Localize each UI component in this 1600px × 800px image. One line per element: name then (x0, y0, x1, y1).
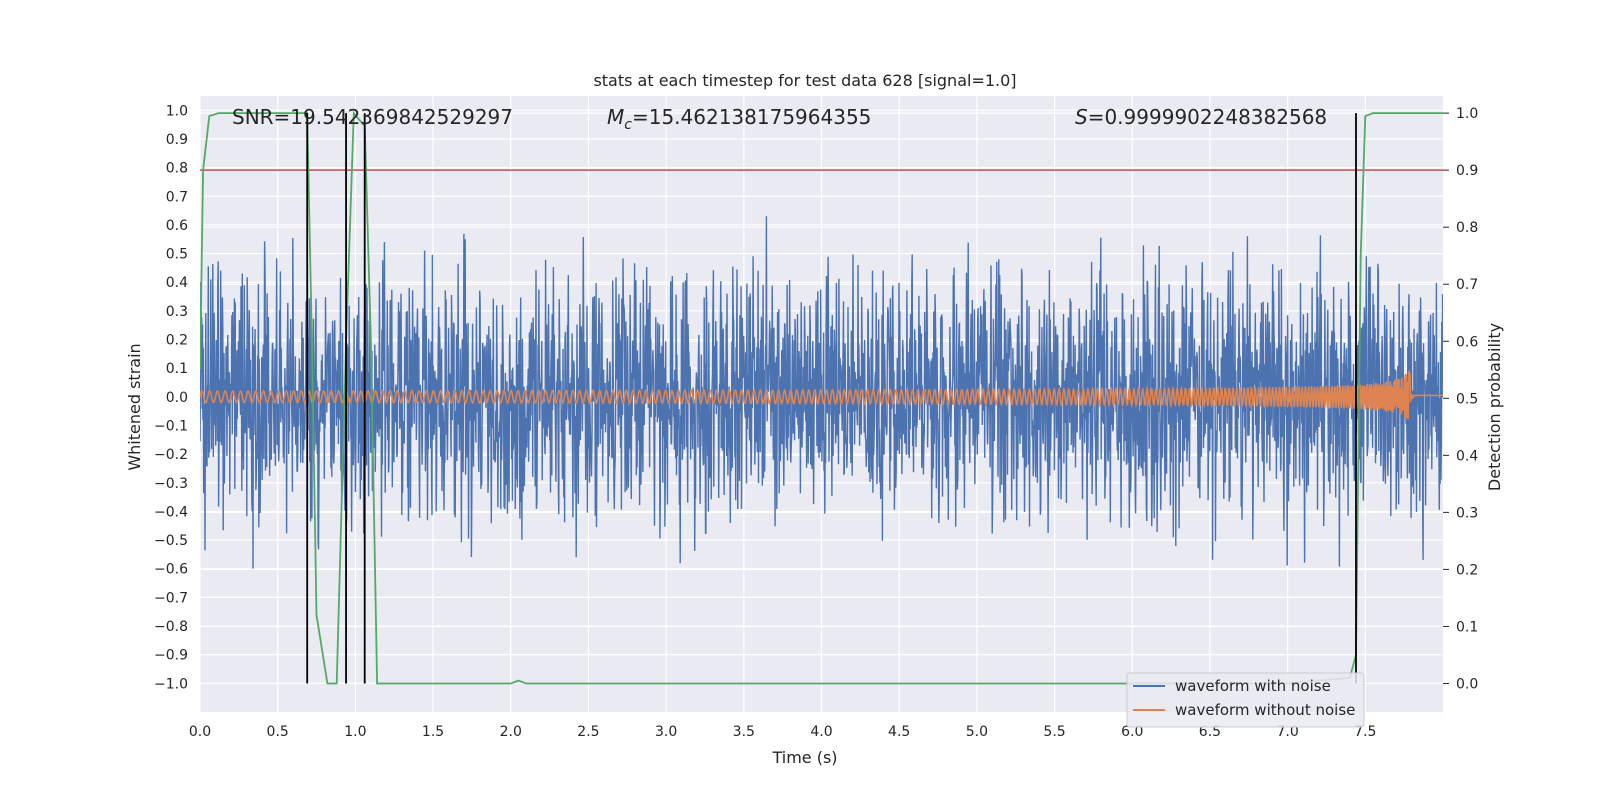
y-tick-label: −0.3 (154, 476, 188, 492)
vertical-lines (306, 113, 1357, 684)
x-tick-label: 6.5 (1199, 724, 1221, 740)
y-tick-label: 0.3 (166, 304, 188, 320)
y-tick-label: 0.1 (166, 361, 188, 377)
x-tick-label: 3.0 (655, 724, 677, 740)
chirp-mass-symbol: M (607, 105, 624, 129)
x-tick-label: 3.5 (733, 724, 755, 740)
y-tick-label: 0.6 (166, 218, 188, 234)
chirp-mass-annotation: Mc=15.462138175964355 (607, 105, 871, 133)
y-right-tick-label: 0.7 (1456, 277, 1478, 293)
y-tick-label: 0.5 (166, 247, 188, 263)
y-tick-label: 0.2 (166, 333, 188, 349)
x-tick-label: 4.0 (810, 724, 832, 740)
legend-box (1126, 672, 1365, 728)
x-tick-label: 4.5 (888, 724, 910, 740)
y-tick-label: −0.9 (154, 648, 188, 664)
y-tick-label: 0.0 (166, 390, 188, 406)
x-tick-label: 0.0 (189, 724, 211, 740)
x-tick-label: 2.5 (577, 724, 599, 740)
chirp-mass-value: =15.462138175964355 (632, 105, 871, 129)
y-right-tick-label: 0.9 (1456, 163, 1478, 179)
x-tick-label: 6.0 (1121, 724, 1143, 740)
ticks: 0.0 0.5 1.0 1.5 2.0 2.5 3.0 3.5 4.0 4.5 5.0 5.5 6.0 6… (154, 103, 1478, 740)
x-tick-label: 2.0 (500, 724, 522, 740)
y-tick-label: −0.2 (154, 447, 188, 463)
x-tick-label: 1.0 (344, 724, 366, 740)
y-tick-label: −0.5 (154, 533, 188, 549)
score-symbol: S (1075, 105, 1088, 129)
y-tick-label: −0.7 (154, 590, 188, 606)
y-right-tick-label: 0.5 (1456, 391, 1478, 407)
x-tick-label: 7.0 (1276, 724, 1298, 740)
y-tick-label: 1.0 (166, 103, 188, 119)
y-tick-label: −0.4 (154, 504, 188, 520)
y-right-tick-label: 0.2 (1456, 562, 1478, 578)
y-tick-label: 0.9 (166, 132, 188, 148)
legend: waveform with noise waveform without noi… (1126, 672, 1365, 728)
y-tick-label: 0.7 (166, 189, 188, 205)
y-tick-label: −1.0 (154, 676, 188, 692)
y-right-tick-label: 0.6 (1456, 334, 1478, 350)
y-right-tick-label: 0.0 (1456, 676, 1478, 692)
score-annotation: S=0.9999902248382568 (1075, 105, 1327, 129)
snr-annotation: SNR=19.542369842529297 (232, 105, 513, 129)
y-right-tick-label: 0.4 (1456, 448, 1478, 464)
y-right-tick-label: 0.1 (1456, 619, 1478, 635)
y-tick-label: −0.1 (154, 418, 188, 434)
y-tick-label: −0.6 (154, 562, 188, 578)
y-right-tick-label: 0.8 (1456, 220, 1478, 236)
legend-label-clean: waveform without noise (1175, 701, 1355, 719)
y-axis-label-right: Detection probability (1485, 323, 1504, 491)
y-tick-label: 0.4 (166, 275, 188, 291)
x-tick-label: 1.5 (422, 724, 444, 740)
y-right-tick-label: 0.3 (1456, 505, 1478, 521)
x-tick-label: 0.5 (267, 724, 289, 740)
chart-title: stats at each timestep for test data 628… (593, 71, 1016, 90)
chirp-mass-subscript: c (624, 117, 632, 133)
x-tick-label: 5.0 (966, 724, 988, 740)
y-axis-label: Whitened strain (125, 343, 144, 470)
series-waveform-without-noise (200, 370, 1443, 420)
legend-label-noise: waveform with noise (1175, 677, 1331, 695)
score-value: =0.9999902248382568 (1088, 105, 1327, 129)
series-waveform-with-noise (200, 216, 1443, 569)
y-tick-label: 0.8 (166, 161, 188, 177)
y-right-tick-label: 1.0 (1456, 106, 1478, 122)
y-tick-label: −0.8 (154, 619, 188, 635)
x-axis-label: Time (s) (771, 748, 837, 767)
x-tick-label: 5.5 (1043, 724, 1065, 740)
x-tick-label: 7.5 (1354, 724, 1376, 740)
